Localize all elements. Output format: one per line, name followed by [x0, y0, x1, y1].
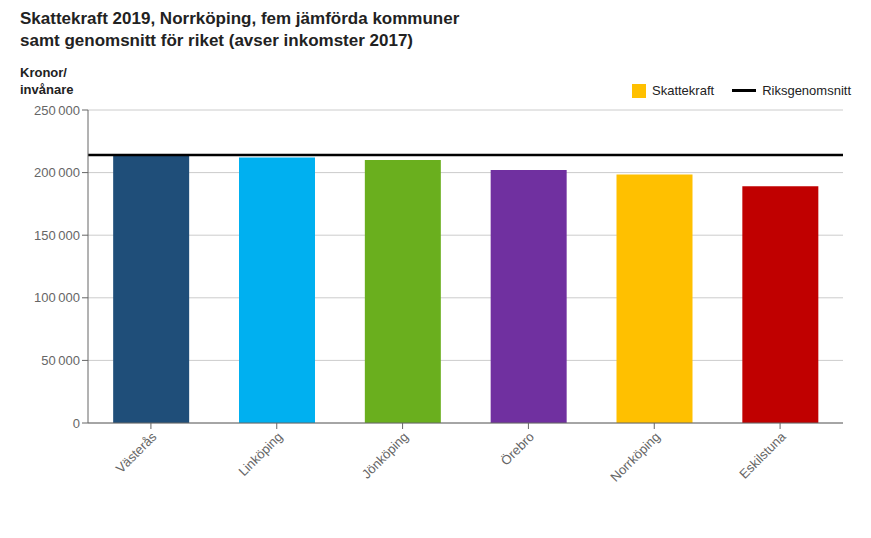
html-text:invånare: invånare [20, 82, 74, 97]
svg-text:Eskilstuna: Eskilstuna [736, 428, 789, 481]
svg-text:Jönköping: Jönköping [359, 429, 412, 482]
svg-text:200 000: 200 000 [34, 165, 80, 180]
svg-text:50 000: 50 000 [41, 353, 80, 368]
html-text:Kronor/: Kronor/ [20, 65, 67, 80]
html-text:Skattekraft: Skattekraft [652, 83, 715, 98]
svg-text:Örebro: Örebro [498, 429, 537, 468]
html-text:Riksgenomsnitt: Riksgenomsnitt [762, 83, 851, 98]
svg-text:150 000: 150 000 [34, 228, 80, 243]
svg-text:Linköping: Linköping [235, 429, 285, 479]
svg-text:Norrköping: Norrköping [607, 429, 663, 485]
svg-text:Västerås: Västerås [113, 429, 160, 476]
svg-text:100 000: 100 000 [34, 290, 80, 305]
html-text:samt genomsnitt för riket (avs: samt genomsnitt för riket (avser inkomst… [20, 31, 413, 50]
html-text:Skattekraft 2019, Norrköping,: Skattekraft 2019, Norrköping, fem jämför… [20, 9, 460, 28]
svg-text:0: 0 [73, 416, 80, 431]
svg-text:250 000: 250 000 [34, 103, 80, 118]
